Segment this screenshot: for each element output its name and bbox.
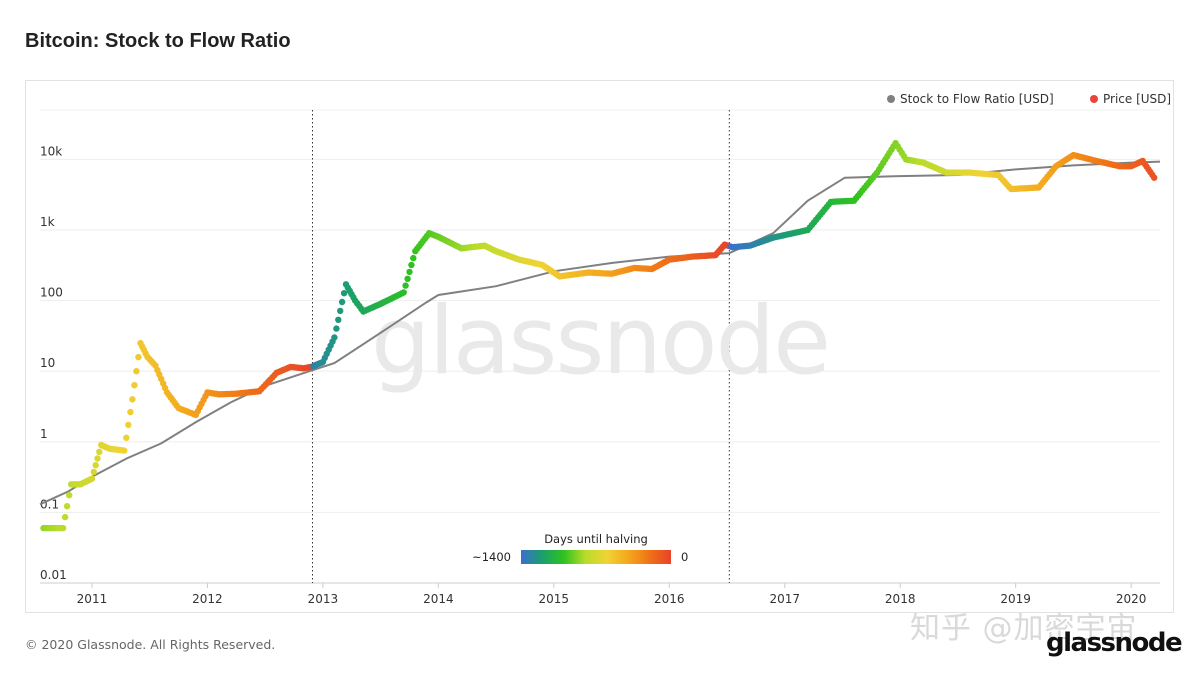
price-point bbox=[338, 298, 346, 306]
x-tick-label: 2020 bbox=[1116, 592, 1147, 606]
price-point bbox=[66, 492, 73, 499]
x-axis-ticks: 2011 2012 2013 2014 2015 2016 2017 2018 2019 2020 bbox=[77, 583, 1147, 606]
zhihu-watermark: 知乎 @加密宇宙 bbox=[910, 611, 1138, 646]
chart-title: Bitcoin: Stock to Flow Ratio bbox=[25, 30, 291, 52]
legend-marker bbox=[887, 95, 895, 103]
price-point bbox=[96, 448, 103, 455]
price-point bbox=[61, 513, 69, 521]
price-point bbox=[331, 334, 338, 341]
price-point bbox=[123, 434, 130, 441]
price-point bbox=[88, 475, 96, 482]
legend-label: Price [USD] bbox=[1103, 92, 1171, 106]
price-point bbox=[335, 316, 342, 323]
price-point bbox=[59, 524, 67, 532]
price-point bbox=[121, 447, 128, 454]
legend: Stock to Flow Ratio [USD] Price [USD] bbox=[887, 92, 1171, 106]
glassnode-logo: glassnode bbox=[1046, 628, 1183, 658]
y-tick-label: 1 bbox=[40, 427, 48, 441]
price-point bbox=[333, 325, 340, 332]
price-point bbox=[402, 282, 409, 289]
x-tick-label: 2013 bbox=[308, 592, 339, 606]
price-series bbox=[40, 139, 1158, 532]
colorbar-gradient bbox=[521, 550, 671, 564]
price-point bbox=[340, 290, 348, 297]
x-tick-label: 2011 bbox=[77, 592, 108, 606]
price-point bbox=[131, 382, 138, 389]
colorbar-min-label: ~1400 bbox=[472, 550, 511, 564]
price-point bbox=[406, 268, 413, 276]
price-point bbox=[337, 307, 344, 315]
price-point bbox=[63, 503, 71, 510]
x-tick-label: 2019 bbox=[1000, 592, 1031, 606]
price-point bbox=[92, 462, 99, 469]
y-tick-label: 10k bbox=[40, 144, 62, 158]
colorbar-title: Days until halving bbox=[544, 532, 648, 546]
x-tick-label: 2016 bbox=[654, 592, 685, 606]
price-point bbox=[94, 455, 101, 462]
x-tick-label: 2015 bbox=[539, 592, 570, 606]
y-tick-label: 1k bbox=[40, 215, 55, 229]
stock-to-flow-line bbox=[39, 160, 1161, 506]
chart-panel bbox=[25, 80, 1174, 613]
halving-lines bbox=[311, 110, 730, 583]
price-point bbox=[404, 275, 411, 282]
price-point bbox=[408, 261, 415, 269]
x-tick-label: 2017 bbox=[769, 592, 800, 606]
y-tick-label: 100 bbox=[40, 286, 63, 300]
price-point bbox=[1151, 174, 1158, 181]
price-point bbox=[135, 353, 142, 361]
price-point bbox=[90, 468, 98, 476]
y-tick-label: 0.1 bbox=[40, 497, 59, 511]
stock-to-flow-series bbox=[39, 160, 1161, 506]
copyright: © 2020 Glassnode. All Rights Reserved. bbox=[25, 637, 276, 652]
legend-label: Stock to Flow Ratio [USD] bbox=[900, 92, 1054, 106]
y-axis-ticks: 0.01 0.1 1 10 100 1k 10k bbox=[40, 144, 67, 582]
price-point bbox=[125, 421, 132, 429]
price-point bbox=[127, 408, 134, 416]
y-tick-label: 10 bbox=[40, 356, 55, 370]
price-point bbox=[410, 254, 417, 262]
price-point bbox=[129, 396, 136, 403]
legend-marker bbox=[1090, 95, 1098, 103]
watermark: glassnode bbox=[371, 287, 829, 396]
price-point bbox=[400, 289, 407, 296]
x-tick-label: 2018 bbox=[885, 592, 916, 606]
y-tick-label: 0.01 bbox=[40, 568, 67, 582]
colorbar: Days until halving ~1400 0 bbox=[472, 532, 688, 564]
x-tick-label: 2014 bbox=[423, 592, 454, 606]
colorbar-max-label: 0 bbox=[681, 550, 688, 564]
price-point bbox=[133, 368, 140, 375]
x-tick-label: 2012 bbox=[192, 592, 223, 606]
